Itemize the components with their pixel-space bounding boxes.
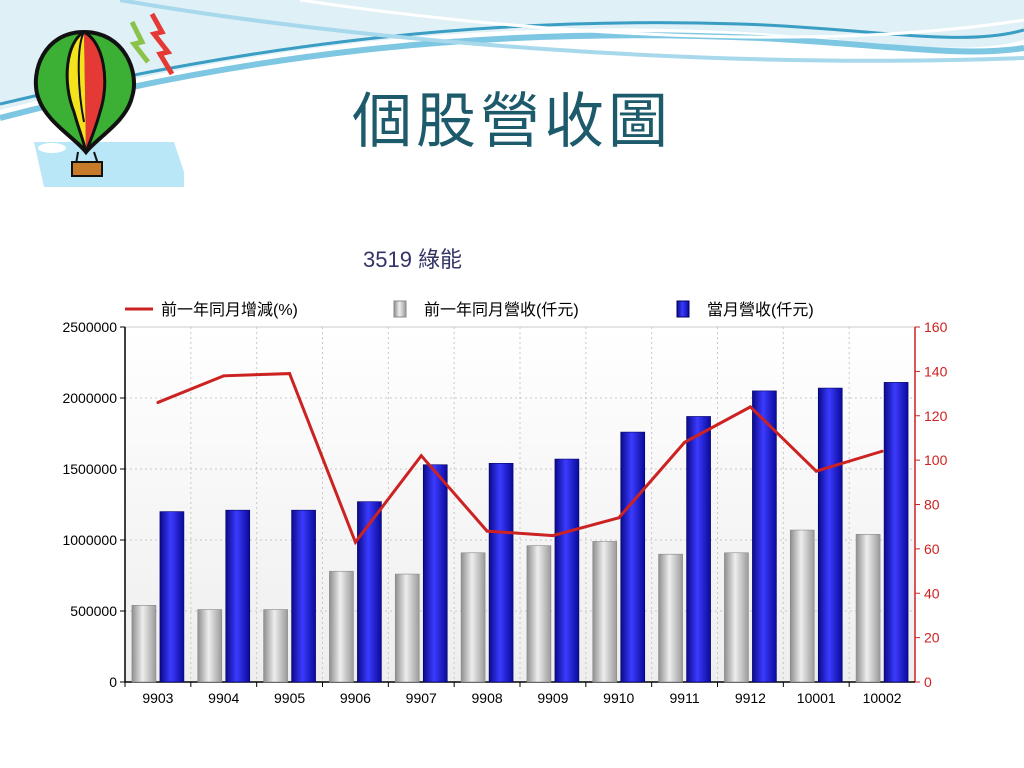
revenue-chart: 3519 綠能 0 500000 1000000 1500000 2000000 25000…	[33, 225, 976, 740]
bar-prev-year-revenue	[460, 552, 486, 683]
line-point-yoy-change	[551, 534, 555, 538]
chart-title: 3519 綠能	[363, 247, 462, 272]
x-tick-label: 9904	[208, 690, 239, 706]
bar-prev-year-revenue	[855, 534, 881, 683]
bar-current-revenue	[488, 463, 514, 683]
y-left-tick-label: 500000	[70, 603, 117, 619]
y-right-tick-label: 40	[924, 585, 940, 601]
line-point-yoy-change	[288, 372, 292, 376]
bar-current-revenue	[357, 501, 382, 683]
y-right-tick-label: 80	[924, 497, 940, 513]
bar-current-revenue	[817, 387, 843, 683]
line-yoy-change	[157, 372, 883, 546]
bar-current-revenue	[620, 431, 646, 683]
bar-current-revenue	[554, 458, 580, 683]
line-point-yoy-change	[748, 405, 752, 409]
x-tick-label: 9905	[274, 690, 305, 706]
y-left-tick-label: 1500000	[62, 461, 117, 477]
bar-prev-year-revenue	[592, 541, 618, 683]
y-right-tick-label: 120	[924, 408, 948, 424]
x-tick-label: 10001	[797, 690, 836, 706]
legend-swatch-bar	[676, 300, 690, 318]
bar-current-revenue	[752, 390, 777, 683]
legend-label: 前一年同月增減(%)	[161, 301, 298, 319]
bar-prev-year-revenue	[724, 552, 749, 683]
line-point-yoy-change	[683, 440, 687, 444]
bar-prev-year-revenue	[197, 609, 223, 683]
y-left-tick-label: 2000000	[62, 390, 117, 406]
y-left-tick-label: 2500000	[62, 319, 117, 335]
x-tick-label: 9908	[472, 690, 503, 706]
legend-label: 當月營收(仟元)	[707, 301, 814, 319]
line-point-yoy-change	[880, 449, 884, 453]
bar-prev-year-revenue	[789, 529, 815, 683]
line-point-yoy-change	[222, 374, 226, 378]
x-tick-label: 9909	[537, 690, 568, 706]
bar-current-revenue	[291, 509, 316, 683]
bar-current-revenue	[159, 511, 185, 683]
bar-prev-year-revenue	[329, 570, 354, 683]
bar-current-revenue	[883, 382, 909, 683]
y-right-tick-label: 0	[924, 674, 932, 690]
bar-current-revenue	[686, 416, 711, 683]
line-point-yoy-change	[156, 400, 160, 404]
y-right-tick-label: 100	[924, 452, 948, 468]
line-point-yoy-change	[617, 516, 621, 520]
x-tick-label: 9907	[406, 690, 437, 706]
legend-swatch-bar	[393, 300, 407, 318]
line-point-yoy-change	[814, 469, 818, 473]
bar-current-revenue	[422, 464, 448, 683]
revenue-chart-svg: 3519 綠能 0 500000 1000000 1500000 2000000 25000…	[62, 247, 948, 706]
legend-label: 前一年同月營收(仟元)	[424, 301, 579, 319]
bar-prev-year-revenue	[131, 605, 157, 683]
x-tick-label: 9906	[340, 690, 371, 706]
line-point-yoy-change	[419, 454, 423, 458]
chart-legend: 前一年同月增減(%) 前一年同月營收(仟元) 當月營收(仟元)	[125, 300, 814, 319]
x-tick-label: 9912	[735, 690, 766, 706]
y-left-tick-label: 1000000	[62, 532, 117, 548]
bar-prev-year-revenue	[658, 553, 683, 683]
hot-air-balloon-icon	[33, 12, 184, 187]
y-right-tick-label: 60	[924, 541, 940, 557]
bar-prev-year-revenue	[394, 573, 420, 683]
x-tick-label: 9911	[670, 690, 700, 706]
y-right-tick-label: 140	[924, 363, 948, 379]
x-tick-label: 9910	[603, 690, 634, 706]
x-tick-label: 9903	[142, 690, 173, 706]
y-right-tick-label: 20	[924, 630, 940, 646]
y-right-tick-label: 160	[924, 319, 948, 335]
line-point-yoy-change	[353, 540, 357, 544]
y-left-tick-label: 0	[109, 674, 117, 690]
bar-current-revenue	[225, 509, 251, 683]
bar-prev-year-revenue	[526, 545, 552, 683]
bar-prev-year-revenue	[263, 609, 288, 683]
x-tick-label: 10002	[863, 690, 902, 706]
slide-title: 個股營收圖	[352, 87, 672, 157]
header-swoosh-decoration	[0, 0, 1024, 121]
line-point-yoy-change	[485, 529, 489, 533]
